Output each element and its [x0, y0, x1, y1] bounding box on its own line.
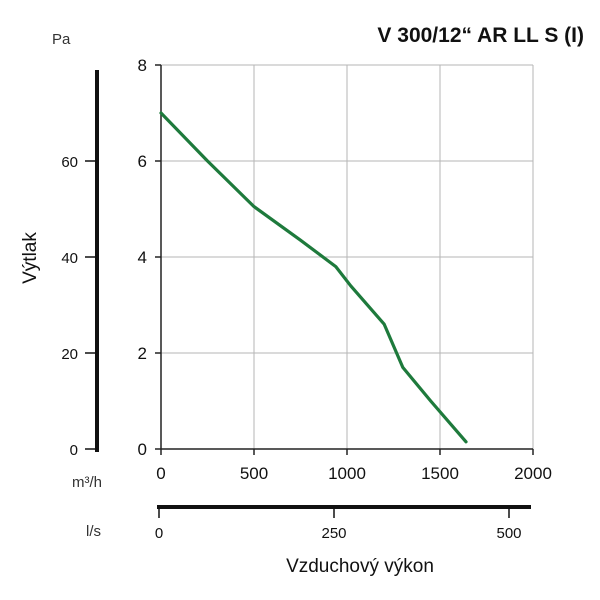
grid: [161, 64, 534, 449]
y-secondary-tick-label: 20: [61, 346, 78, 363]
series-line: [159, 111, 468, 444]
axes: [85, 64, 534, 518]
y-tick-label: 0: [138, 440, 147, 459]
y-secondary-tick-label: 0: [70, 442, 78, 459]
x-tick-label: 1000: [328, 464, 366, 483]
y-secondary-tick-label: 60: [61, 154, 78, 171]
y-tick-label: 6: [138, 152, 147, 171]
x-tick-label: 1500: [421, 464, 459, 483]
chart-title: V 300/12“ AR LL S (I): [377, 24, 584, 47]
y-tick-label: 8: [138, 56, 147, 75]
x-secondary-tick-label: 250: [321, 525, 346, 542]
x-tick-label: 500: [240, 464, 268, 483]
y-secondary-tick-label: 40: [61, 250, 78, 267]
y-tick-label: 4: [138, 248, 147, 267]
x-axis-title: Vzduchový výkon: [286, 556, 434, 577]
series: [159, 111, 468, 444]
y-tick-label: 2: [138, 344, 147, 363]
x-secondary-tick-label: 500: [496, 525, 521, 542]
x-unit-label: m³/h: [72, 474, 102, 491]
y-axis-title: Výtlak: [20, 232, 41, 284]
x-secondary-tick-label: 0: [155, 525, 163, 542]
x-secondary-unit-label: l/s: [86, 523, 101, 540]
y-unit-label: Pa: [52, 31, 71, 48]
x-tick-label: 2000: [514, 464, 552, 483]
labels: 0 2 4 6 8 0 500 1000 1500 2000 0 20 40 60 0 250 500: [61, 56, 552, 542]
x-tick-label: 0: [156, 464, 165, 483]
